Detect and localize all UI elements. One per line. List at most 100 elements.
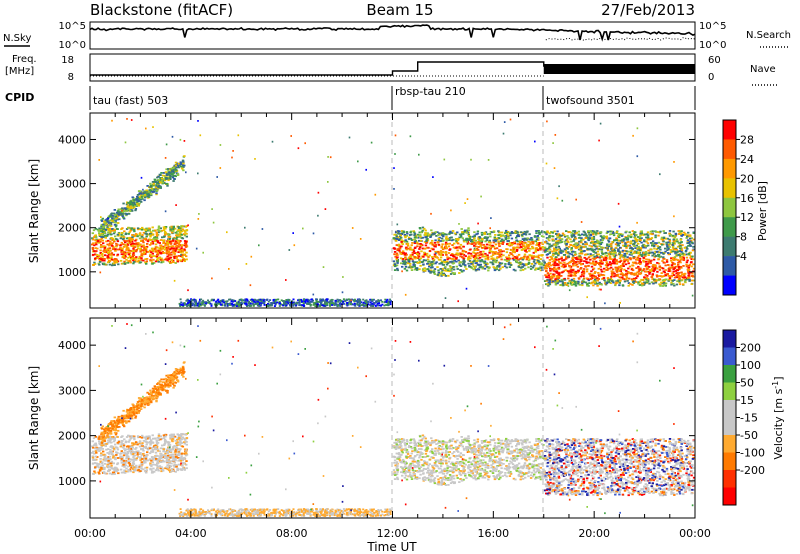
power-echo: [402, 231, 406, 234]
power-echo: [411, 266, 414, 268]
power-echo: [125, 207, 129, 210]
power-echo: [641, 244, 644, 247]
power-echo: [129, 207, 132, 209]
power-echo: [681, 258, 684, 260]
power-echo: [665, 243, 668, 246]
power-echo: [143, 199, 146, 202]
power-echo: [540, 231, 543, 234]
power-echo: [179, 255, 183, 258]
power-echo: [589, 278, 593, 280]
power-echo: [175, 238, 178, 240]
power-echo: [142, 259, 145, 262]
power-echo: [175, 169, 178, 171]
power-echo: [180, 301, 183, 304]
power-echo: [527, 259, 531, 262]
power-echo: [110, 244, 114, 247]
power-echo: [151, 250, 154, 252]
power-echo: [494, 243, 498, 246]
power-echo: [467, 234, 470, 236]
power-echo: [260, 302, 263, 304]
power-echo: [98, 257, 101, 260]
power-echo: [116, 240, 120, 243]
power-echo: [445, 236, 448, 238]
power-echo: [263, 300, 266, 303]
power-echo: [569, 238, 572, 241]
power-echo: [156, 246, 159, 249]
power-echo: [393, 247, 396, 250]
power-echo: [509, 264, 512, 266]
power-echo: [685, 261, 689, 264]
power-echo: [563, 234, 566, 237]
power-echo: [634, 238, 637, 241]
power-echo: [306, 298, 309, 301]
power-echo: [154, 237, 157, 240]
power-echo: [138, 237, 142, 240]
power-echo: [529, 241, 532, 244]
power-echo: [614, 246, 618, 249]
power-echo: [449, 273, 453, 275]
power-echo: [563, 278, 567, 281]
power-echo: [167, 179, 170, 182]
power-echo: [167, 233, 170, 236]
power-echo: [386, 304, 389, 306]
power-echo: [657, 279, 660, 282]
power-echo: [643, 233, 647, 236]
power-echo: [317, 300, 320, 303]
power-echo: [602, 270, 606, 273]
power-echo: [91, 243, 94, 246]
power-echo: [623, 252, 626, 255]
power-echo: [672, 270, 675, 273]
power-echo: [450, 236, 453, 239]
power-echo: [524, 249, 527, 252]
power-echo: [454, 232, 457, 235]
power-echo: [181, 164, 185, 167]
power-echo: [615, 262, 619, 265]
power-echo: [645, 268, 649, 270]
power-echo: [422, 255, 425, 258]
power-echo: [398, 233, 401, 235]
power-echo: [429, 271, 432, 274]
power-echo: [120, 233, 123, 236]
power-echo: [477, 238, 480, 240]
power-echo: [397, 230, 400, 232]
power-echo: [148, 193, 151, 196]
power-echo: [497, 240, 500, 243]
power-echo: [451, 230, 455, 232]
power-echo: [594, 271, 597, 274]
power-echo: [471, 263, 474, 266]
power-echo: [484, 240, 487, 243]
power-echo: [120, 235, 123, 238]
power-echo: [675, 283, 679, 286]
power-echo: [364, 302, 367, 305]
power-echo: [143, 251, 146, 254]
power-echo: [642, 268, 646, 270]
power-echo: [474, 253, 477, 255]
power-echo: [231, 304, 234, 307]
power-echo: [475, 260, 478, 262]
power-echo: [169, 256, 172, 259]
power-echo: [167, 168, 170, 170]
power-echo: [451, 262, 455, 265]
power-echo: [657, 234, 660, 237]
power-echo: [690, 283, 693, 285]
power-echo: [151, 262, 154, 265]
power-echo: [344, 300, 347, 302]
power-echo: [457, 237, 460, 240]
power-echo: [297, 301, 300, 304]
power-echo: [646, 277, 650, 280]
power-echo: [521, 234, 524, 236]
power-echo: [298, 298, 301, 301]
power-echo: [458, 261, 462, 263]
power-echo: [152, 184, 155, 187]
power-echo: [103, 262, 106, 265]
power-echo: [640, 241, 643, 244]
power-echo: [662, 240, 665, 243]
power-echo: [108, 227, 111, 230]
power-echo: [105, 223, 108, 225]
power-echo: [211, 298, 214, 301]
power-echo: [462, 258, 465, 261]
power-echo: [111, 217, 114, 220]
power-echo: [424, 229, 427, 232]
power-echo: [478, 266, 481, 269]
power-echo: [516, 230, 519, 233]
